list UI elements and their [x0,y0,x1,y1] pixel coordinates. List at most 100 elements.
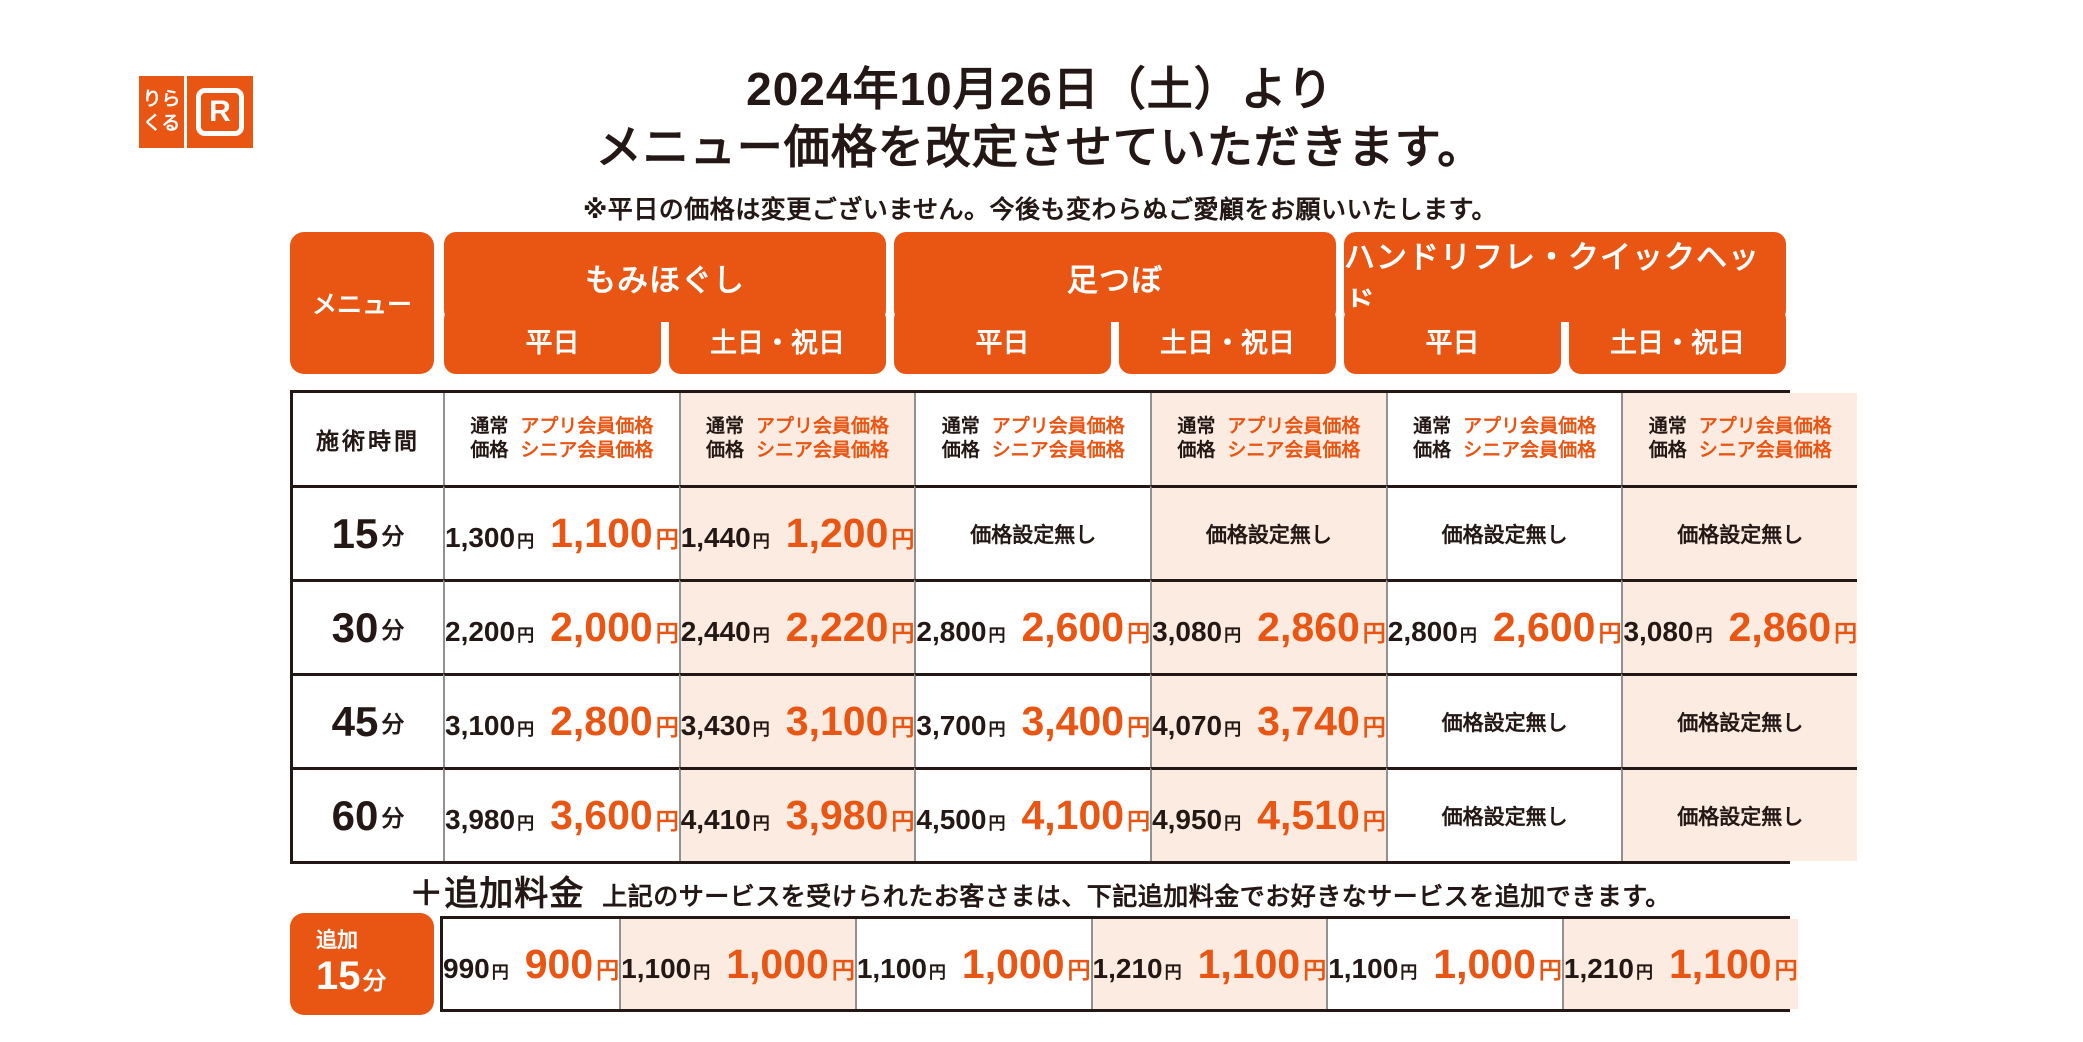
menu-header: メニュー [290,232,434,374]
no-price-cell: 価格設定無し [1385,673,1622,767]
normal-price-header: 通常 価格 [1177,416,1216,461]
price-type-header-cell: 通常 価格 アプリ会員価格 シニア会員価格 [678,393,915,485]
member-price: 2,600 [1492,604,1596,650]
price-type-header: 通常 価格 アプリ会員価格 シニア会員価格 [470,415,653,463]
no-price-cell: 価格設定無し [1621,767,1858,861]
member-price: 4,510 [1257,792,1360,838]
yen-suffix: 円 [491,962,509,982]
member-price: 3,400 [1021,698,1125,744]
price-cell: 1,300 円 1,100 円 [443,485,679,579]
member-price: 1,100 [1668,940,1772,987]
addon-row-area: 追加 15 分 990 円 900 円 1,100 円 1,000 円 1,100 円 1,000 円… [290,913,1798,1015]
yen-suffix: 円 [891,620,915,646]
yen-suffix: 円 [1127,714,1151,740]
normal-price-header: 通常 価格 [706,416,745,461]
yen-suffix: 円 [655,714,679,740]
price-cell: 3,980 円 3,600 円 [443,767,679,861]
no-price-label: 価格設定無し [1205,523,1332,547]
time-cell: 15 分 [293,485,443,579]
yen-suffix: 円 [1459,626,1477,645]
yen-suffix: 円 [1362,808,1386,834]
no-price-label: 価格設定無し [1677,711,1804,735]
day-header-weekday-ashitsubo: 平日 [894,307,1111,374]
addon-price-cell: 1,100 円 1,000 円 [854,919,1091,1009]
member-price: 2,800 [550,698,653,744]
price-type-header-cell: 通常 価格 アプリ会員価格 シニア会員価格 [914,393,1150,485]
no-price-cell: 価格設定無し [1150,485,1386,579]
yen-suffix: 円 [655,620,679,646]
normal-price: 2,200 [445,616,516,647]
no-price-cell: 価格設定無し [1621,485,1858,579]
time-cell: 45 分 [293,673,443,767]
yen-suffix: 円 [1127,808,1151,834]
yen-suffix: 円 [1224,626,1242,645]
price-cell: 3,080 円 2,860 円 [1150,579,1386,673]
logo-wordmark: りら くる [139,76,184,148]
yen-suffix: 円 [752,626,770,645]
yen-suffix: 円 [517,720,535,739]
yen-suffix: 円 [655,526,679,552]
member-price-header: アプリ会員価格 シニア会員価格 [1227,416,1361,461]
price-cell: 4,950 円 4,510 円 [1150,767,1386,861]
day-header-row: 平日 土日・祝日 平日 土日・祝日 平日 土日・祝日 [440,307,1790,374]
price-cell: 2,800 円 2,600 円 [914,579,1151,673]
member-price: 2,860 [1257,604,1360,650]
price-type-header-cell: 通常 価格 アプリ会員価格 シニア会員価格 [1385,393,1622,485]
price-pair: 2,440 円 2,220 円 [681,604,915,651]
price-pair: 1,210 円 1,100 円 [1093,941,1327,988]
member-price: 1,100 [1197,940,1301,987]
member-price: 1,000 [726,940,829,987]
yen-suffix: 円 [517,626,535,645]
price-cell: 2,200 円 2,000 円 [443,579,679,673]
normal-price-header: 通常 価格 [941,416,980,461]
yen-suffix: 円 [928,962,946,982]
normal-price: 1,100 [621,952,692,984]
price-type-header: 通常 価格 アプリ会員価格 シニア会員価格 [1649,415,1832,463]
price-pair: 1,100 円 1,000 円 [621,941,855,988]
price-cell: 2,440 円 2,220 円 [678,579,915,673]
price-cell: 2,800 円 2,600 円 [1385,579,1622,673]
time-unit: 分 [381,522,405,549]
day-header-weekend-ashitsubo: 土日・祝日 [1119,307,1336,374]
addon-description: 上記のサービスを受けられたお客さまは、下記追加料金でお好きなサービスを追加できま… [602,883,1671,911]
price-type-header-cell: 通常 価格 アプリ会員価格 シニア会員価格 [443,393,679,485]
price-grid: 施術時間 通常 価格 アプリ会員価格 シニア会員価格 通常 価格 アプリ会員価格 シニア会員価格… [290,390,1858,864]
time-minutes: 15 [331,509,379,557]
member-price: 3,980 [785,792,889,838]
logo-r-mark: R [209,95,231,128]
price-pair: 4,500 円 4,100 円 [916,792,1150,839]
addon-price-cell: 1,100 円 1,000 円 [1326,919,1562,1009]
yen-suffix: 円 [1362,714,1386,740]
yen-suffix: 円 [752,814,770,833]
addon-badge-minutes: 15 [316,953,361,998]
price-type-header-cell: 通常 価格 アプリ会員価格 シニア会員価格 [1621,393,1858,485]
yen-suffix: 円 [1067,956,1091,983]
yen-suffix: 円 [1774,956,1798,983]
normal-price: 3,080 [1623,616,1694,647]
normal-price: 3,080 [1152,616,1223,647]
addon-price-cell: 990 円 900 円 [443,919,619,1009]
addon-badge-label: 追加 [316,929,358,953]
yen-suffix: 円 [891,808,915,834]
normal-price-header: 通常 価格 [1413,416,1452,461]
no-price-label: 価格設定無し [1677,805,1804,829]
yen-suffix: 円 [596,956,620,983]
price-pair: 3,430 円 3,100 円 [681,698,915,745]
normal-price: 2,440 [680,616,751,647]
price-type-header: 通常 価格 アプリ会員価格 シニア会員価格 [706,415,889,463]
yen-suffix: 円 [1598,620,1622,646]
price-cell: 4,500 円 4,100 円 [914,767,1151,861]
price-cell: 4,410 円 3,980 円 [678,767,915,861]
addon-price-grid: 990 円 900 円 1,100 円 1,000 円 1,100 円 1,000 円 1,210 円 1,… [440,916,1798,1012]
day-header-weekday-handrefle: 平日 [1344,307,1561,374]
price-cell: 1,440 円 1,200 円 [678,485,915,579]
price-pair: 1,100 円 1,000 円 [1328,941,1562,988]
member-price: 3,600 [550,792,653,838]
normal-price: 1,210 [1563,952,1634,984]
yen-suffix: 円 [1224,720,1242,739]
yen-suffix: 円 [1400,962,1418,982]
price-pair: 3,700 円 3,400 円 [916,698,1150,745]
no-price-label: 価格設定無し [1441,805,1568,829]
price-pair: 1,210 円 1,100 円 [1564,941,1798,988]
no-price-label: 価格設定無し [970,523,1097,547]
